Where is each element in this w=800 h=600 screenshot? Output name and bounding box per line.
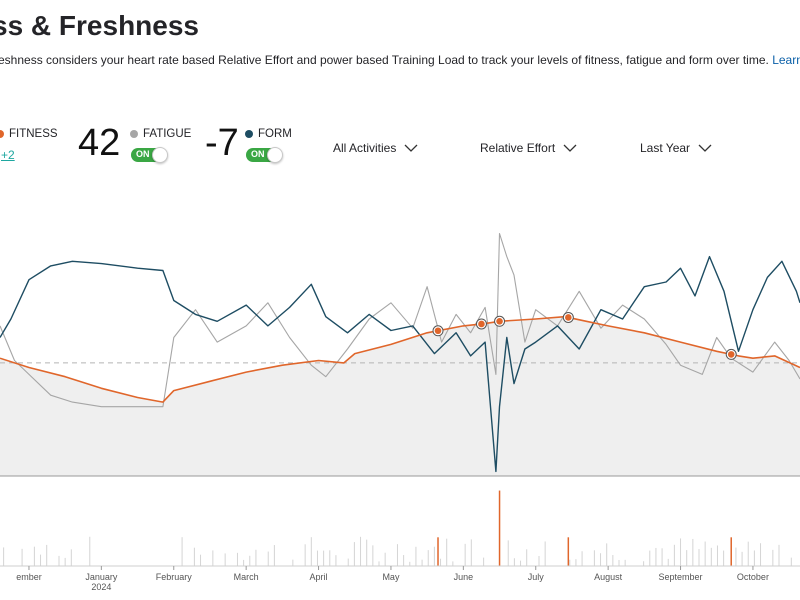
description-text: reshness considers your heart rate based… [0, 53, 769, 67]
month-label: October [737, 572, 769, 582]
month-label: September [659, 572, 703, 582]
learn-more-link[interactable]: Learn More [772, 53, 800, 67]
month-label: January [85, 572, 118, 582]
chevron-down-icon [563, 144, 577, 152]
legend-fitness-label: FITNESS [9, 128, 58, 140]
legend-fatigue[interactable]: FATIGUE [130, 128, 191, 140]
legend-form[interactable]: FORM [245, 128, 292, 140]
month-label: June [454, 572, 474, 582]
fitness-marker-dot [565, 314, 572, 321]
fitness-area [0, 316, 800, 476]
fitness-delta[interactable]: +2 [1, 148, 15, 162]
chevron-down-icon [404, 144, 418, 152]
toggle-knob [152, 147, 168, 163]
legend-fitness[interactable]: FITNESS [0, 128, 58, 140]
fitness-marker-dot [496, 317, 503, 325]
fatigue-line [0, 232, 800, 408]
month-label: March [234, 572, 259, 582]
month-label: August [594, 572, 623, 582]
fitness-marker-dot [434, 327, 442, 335]
fatigue-value: 42 [78, 122, 121, 164]
page-title: ss & Freshness [0, 10, 199, 41]
legend-fatigue-label: FATIGUE [143, 128, 192, 140]
range-dropdown[interactable]: Last Year [640, 141, 712, 155]
form-toggle[interactable]: ON [246, 147, 283, 163]
form-dot-icon [245, 130, 253, 138]
fitness-line [0, 315, 800, 403]
fatigue-dot-icon [130, 130, 138, 138]
month-label: May [382, 572, 400, 582]
month-label: February [156, 572, 193, 582]
fitness-marker-dot [478, 320, 485, 328]
form-toggle-label: ON [251, 149, 265, 159]
toggle-knob [267, 147, 283, 163]
form-value: -7 [205, 122, 239, 164]
metric-dropdown[interactable]: Relative Effort [480, 141, 577, 155]
fatigue-toggle[interactable]: ON [131, 147, 168, 163]
legend-form-label: FORM [258, 128, 292, 140]
activities-dropdown-label: All Activities [333, 141, 397, 155]
month-label: ember [16, 572, 42, 582]
page-description: reshness considers your heart rate based… [0, 53, 800, 67]
chevron-down-icon [698, 144, 712, 152]
form-line [0, 255, 800, 473]
range-dropdown-label: Last Year [640, 141, 691, 155]
year-label: 2024 [91, 582, 111, 592]
fitness-dot-icon [0, 130, 4, 138]
month-label: July [528, 572, 545, 582]
activities-dropdown[interactable]: All Activities [333, 141, 418, 155]
fatigue-toggle-label: ON [136, 149, 150, 159]
fitness-marker-dot [727, 351, 735, 358]
metric-dropdown-label: Relative Effort [480, 141, 556, 155]
month-label: April [310, 572, 328, 582]
